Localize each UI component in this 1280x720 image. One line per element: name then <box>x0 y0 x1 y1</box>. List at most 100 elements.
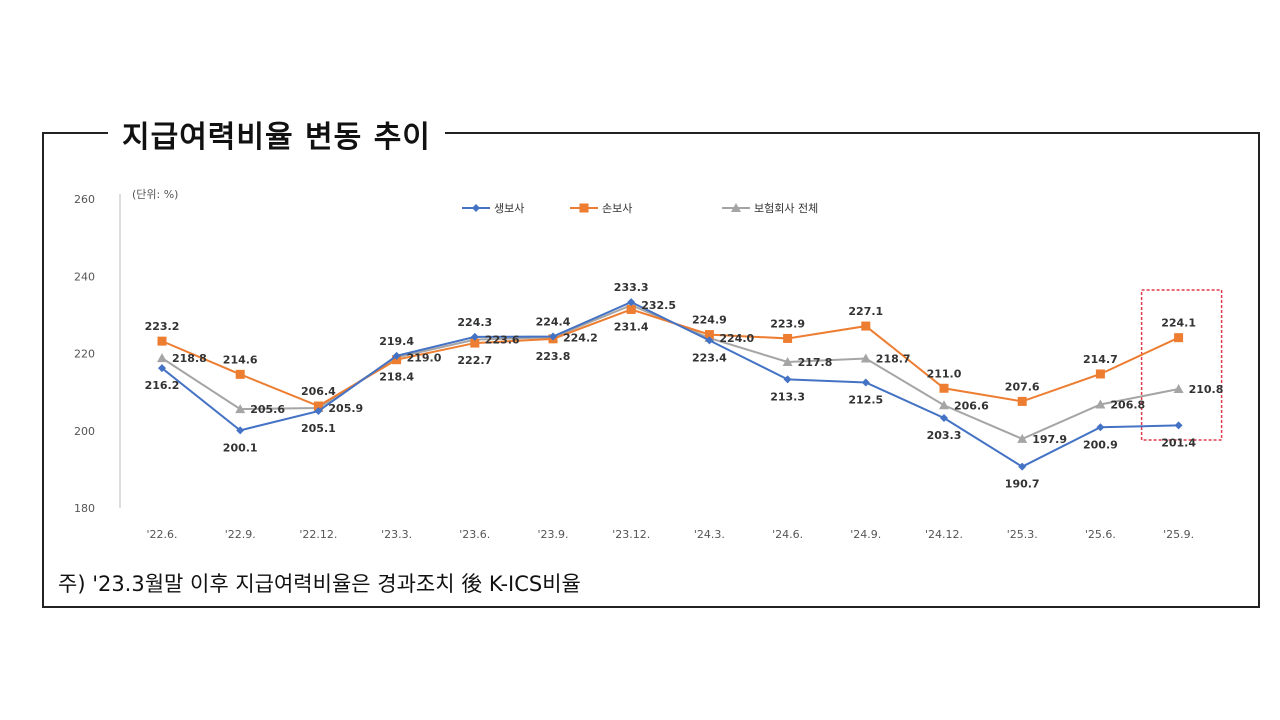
data-label: 224.3 <box>457 316 492 329</box>
data-label: 214.6 <box>223 353 258 366</box>
x-tick-label: '24.9. <box>850 528 881 541</box>
y-tick-label: 240 <box>74 270 95 283</box>
data-label: 231.4 <box>614 320 649 333</box>
data-point <box>626 304 636 314</box>
data-label: 233.3 <box>614 281 649 294</box>
y-tick-label: 220 <box>74 348 95 361</box>
footnote: 주) '23.3월말 이후 지급여력비율은 경과조치 後 K-ICS비율 <box>58 572 581 596</box>
data-point <box>1173 384 1184 394</box>
x-tick-label: '23.6. <box>459 528 490 541</box>
legend-marker <box>472 204 480 212</box>
data-point <box>939 400 949 410</box>
x-tick-label: '22.9. <box>225 528 256 541</box>
data-label: 200.1 <box>223 441 258 454</box>
data-point <box>235 404 246 414</box>
data-label: 218.8 <box>172 352 207 365</box>
data-label: 201.4 <box>1161 436 1196 449</box>
series-line-2 <box>161 304 1179 440</box>
data-point <box>860 353 871 363</box>
data-point <box>158 364 166 373</box>
data-label: 210.8 <box>1189 383 1224 396</box>
data-point <box>549 332 557 341</box>
data-label: 224.0 <box>719 332 754 345</box>
data-point <box>313 401 323 411</box>
data-label: 206.4 <box>301 385 336 398</box>
data-point <box>1018 462 1027 471</box>
data-point <box>235 369 245 379</box>
x-tick-label: '25.3. <box>1007 528 1038 541</box>
data-label: 205.6 <box>250 403 285 416</box>
data-label: 203.3 <box>927 429 962 442</box>
x-tick-label: '24.12. <box>925 528 963 541</box>
x-tick-label: '22.12. <box>299 528 337 541</box>
data-point <box>1095 399 1106 409</box>
data-label: 222.7 <box>457 354 492 367</box>
data-label: 218.4 <box>379 371 414 384</box>
data-label: 206.8 <box>1110 398 1145 411</box>
data-point <box>1017 433 1028 443</box>
legend-label: 손보사 <box>602 202 632 215</box>
data-label: 232.5 <box>641 299 676 312</box>
data-label: 216.2 <box>145 379 180 392</box>
data-point <box>392 351 401 360</box>
x-tick-label: '23.12. <box>612 528 650 541</box>
data-label: 217.8 <box>798 356 833 369</box>
y-tick-label: 200 <box>74 425 95 438</box>
data-point <box>705 336 714 345</box>
data-label: 214.7 <box>1083 353 1118 366</box>
legend-label: 보험회사 전체 <box>754 202 818 215</box>
data-point <box>157 353 167 363</box>
series-line-0 <box>161 301 1179 468</box>
data-point <box>627 298 636 307</box>
data-label: 211.0 <box>927 367 962 380</box>
x-tick-label: '24.6. <box>772 528 803 541</box>
data-label: 223.4 <box>692 351 727 364</box>
data-label: 206.6 <box>954 399 989 412</box>
data-label: 205.9 <box>328 402 363 415</box>
data-label: 223.2 <box>145 320 180 333</box>
x-tick-label: '23.3. <box>381 528 412 541</box>
data-point <box>470 338 480 348</box>
data-point <box>939 383 949 393</box>
legend-marker <box>579 203 589 213</box>
data-point <box>861 321 871 331</box>
data-point <box>1174 421 1183 430</box>
data-point <box>1017 396 1027 406</box>
data-point <box>1095 369 1105 379</box>
data-point <box>1174 333 1184 343</box>
legend-label: 생보사 <box>494 202 524 215</box>
data-label: 207.6 <box>1005 380 1040 393</box>
data-point <box>1096 423 1105 432</box>
data-point <box>861 378 870 387</box>
legend-marker <box>731 203 741 212</box>
data-point <box>783 333 793 343</box>
unit-label: (단위: %) <box>132 188 178 201</box>
data-label: 213.3 <box>770 390 805 403</box>
data-point <box>236 426 245 435</box>
data-label: 205.1 <box>301 422 336 435</box>
data-label: 224.4 <box>536 316 571 329</box>
data-label: 223.9 <box>770 317 805 330</box>
data-label: 190.7 <box>1005 478 1040 491</box>
data-label: 223.8 <box>536 350 571 363</box>
x-tick-label: '22.6. <box>146 528 177 541</box>
data-point <box>782 356 793 366</box>
data-point <box>704 330 714 340</box>
data-label: 224.2 <box>563 331 598 344</box>
x-tick-label: '23.9. <box>537 528 568 541</box>
data-point <box>940 414 948 423</box>
data-label: 197.9 <box>1032 433 1067 446</box>
x-tick-label: '24.3. <box>694 528 725 541</box>
data-label: 219.4 <box>379 335 414 348</box>
data-label: 200.9 <box>1083 438 1118 451</box>
chart-frame <box>42 132 1260 608</box>
data-label: 227.1 <box>848 305 883 318</box>
data-label: 224.1 <box>1161 317 1196 330</box>
data-label: 219.0 <box>407 351 442 364</box>
data-point <box>314 407 323 416</box>
x-tick-label: '25.9. <box>1163 528 1194 541</box>
y-tick-label: 260 <box>74 193 95 206</box>
data-label: 212.5 <box>848 393 883 406</box>
x-tick-label: '25.6. <box>1085 528 1116 541</box>
